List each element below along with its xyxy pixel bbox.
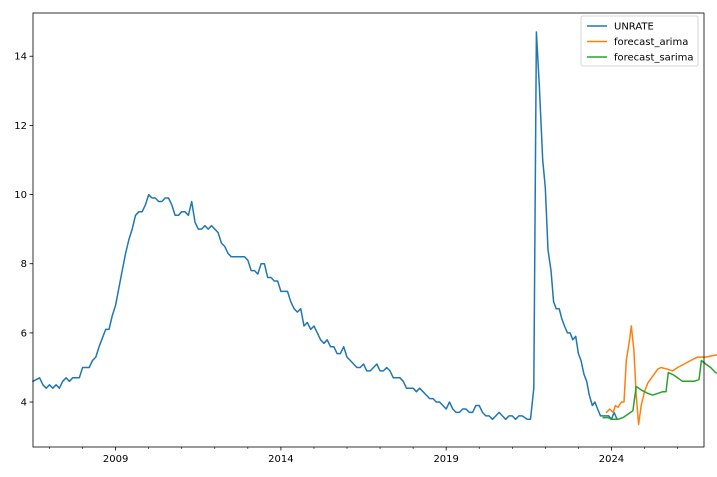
x-tick-label: 2009 bbox=[103, 454, 128, 465]
y-tick-label: 4 bbox=[21, 398, 27, 409]
legend-label-forecast-sarima: forecast_sarima bbox=[614, 53, 694, 64]
legend: UNRATE forecast_arima forecast_sarima bbox=[580, 15, 699, 67]
plot-frame bbox=[32, 12, 705, 448]
y-tick-label: 8 bbox=[21, 259, 27, 270]
legend-label-UNRATE: UNRATE bbox=[614, 22, 654, 33]
y-tick-label: 14 bbox=[14, 52, 27, 63]
x-tick-label: 2019 bbox=[433, 454, 458, 465]
x-tick-label: 2014 bbox=[268, 454, 293, 465]
series-line-UNRATE bbox=[31, 31, 619, 421]
legend-label-forecast-arima: forecast_arima bbox=[614, 37, 688, 48]
x-tick-label: 2024 bbox=[599, 454, 624, 465]
y-tick-label: 12 bbox=[14, 121, 27, 132]
series-line-forecast-arima bbox=[605, 325, 717, 426]
axes-layer: 4 6 8 10 12 14 2009 2014 2019 2024 bbox=[14, 12, 705, 465]
series-layer bbox=[31, 31, 717, 426]
legend-box bbox=[580, 15, 699, 67]
y-tick-label: 10 bbox=[14, 190, 27, 201]
series-line-forecast-sarima bbox=[602, 359, 717, 421]
y-tick-label: 6 bbox=[21, 328, 27, 339]
